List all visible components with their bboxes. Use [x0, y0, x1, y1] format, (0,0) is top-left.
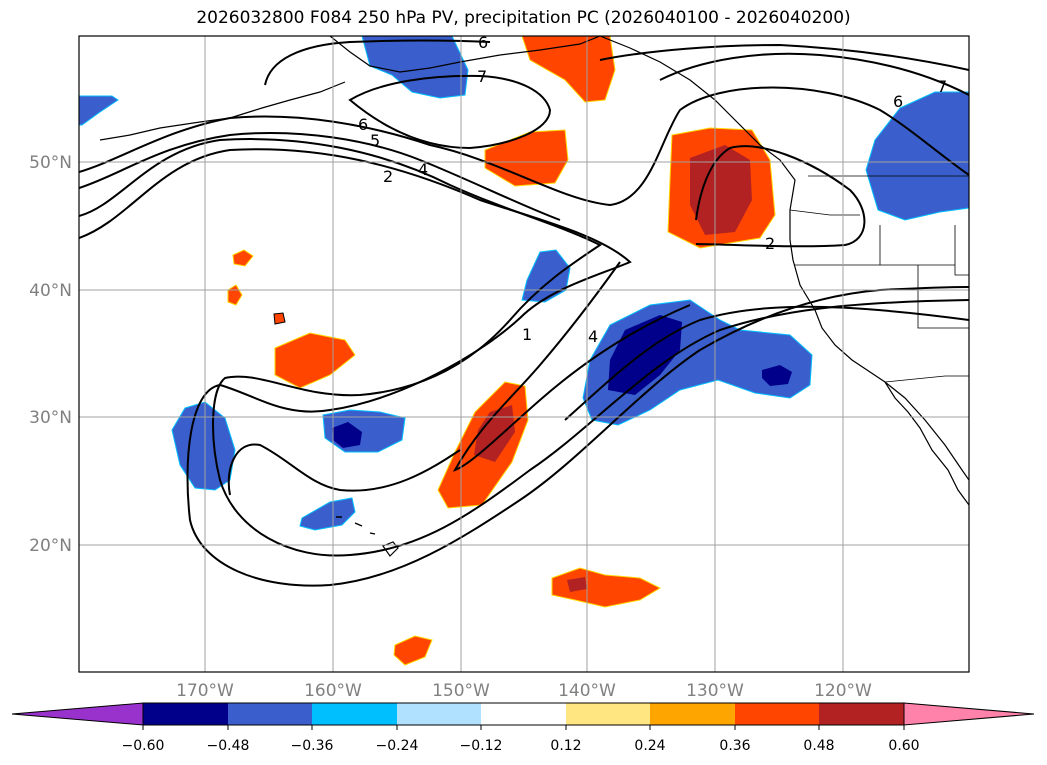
lat-label-30n: 30°N [29, 408, 72, 428]
lat-label-40n: 40°N [29, 281, 72, 301]
pv-contour-6-upper [79, 86, 969, 207]
pv-contour-4-jet [79, 138, 969, 557]
colorbar-tick-label: 0.12 [550, 738, 581, 754]
map-frame [78, 35, 970, 673]
contour-label: 2 [765, 234, 775, 253]
contour-label: 6 [358, 115, 368, 134]
precip-patch-north-pacific-positive [484, 129, 569, 187]
idaho-border [954, 225, 969, 276]
precip-patch-socal-core [762, 365, 792, 386]
lon-label-150w: 150°W [432, 681, 490, 701]
colorbar-frame [142, 702, 905, 726]
contour-label: 6 [478, 33, 488, 52]
pv-contour-6-alaska [264, 39, 491, 86]
map-background [79, 36, 969, 672]
lat-label-50n: 50°N [29, 153, 72, 173]
contour-label: 5 [370, 131, 380, 150]
pv-contour-7-northeast [659, 52, 969, 96]
contour-label: 2 [383, 167, 393, 186]
lon-label-160w: 160°W [304, 681, 362, 701]
lat-label-20n: 20°N [29, 536, 72, 556]
precip-patch-northeast-negative [865, 91, 969, 221]
precip-patch-west-edge-negative [79, 95, 119, 126]
lon-label-120w: 120°W [814, 681, 872, 701]
precip-patch-pnw-core [690, 145, 752, 235]
precip-patch-alaska-negative [361, 36, 469, 99]
mexico-border [884, 375, 969, 383]
graticule [79, 36, 969, 672]
precip-patch-central-pacific-positive [274, 332, 356, 389]
baja-california [884, 381, 969, 506]
colorbar-segment [566, 703, 650, 725]
precip-patch-hawaii-negative [299, 497, 356, 531]
pv-contour-inner-loop [564, 305, 969, 421]
precip-patch-california-offshore-core [608, 315, 682, 395]
colorbar-tick-label: 0.60 [888, 738, 919, 754]
colorbar-tick-label: −0.48 [207, 738, 250, 754]
nevada-border [879, 225, 969, 329]
colorbar-segment [650, 703, 735, 725]
precip-patch-gulf-of-alaska-positive [521, 36, 616, 103]
contour-label: 6 [893, 92, 903, 111]
precip-patch-small-1 [232, 249, 254, 267]
colorbar-extend-right [903, 702, 1035, 726]
colorbar-segment [481, 703, 566, 725]
precip-patch-southwest-positive [393, 635, 433, 666]
precip-patch-midpacific-negative [521, 249, 571, 303]
pv-contour-6-north [599, 43, 969, 71]
hawaii-islands [336, 516, 376, 535]
precip-patch-hawaii-north-core [332, 422, 362, 448]
hawaii-big-island [382, 541, 399, 557]
contour-label: 7 [477, 67, 487, 86]
map-title: 2026032800 F084 250 hPa PV, precipitatio… [196, 8, 851, 28]
colorbar-tick-label: −0.36 [291, 738, 334, 754]
colorbar-segment [228, 703, 312, 725]
contour-label: 1 [522, 325, 532, 344]
precip-patch-south-positive [551, 567, 662, 608]
pv-contour-2-pnw [695, 145, 866, 248]
contour-label: 7 [937, 77, 947, 96]
colorbar-tick-label: −0.12 [460, 738, 503, 754]
lon-label-170w: 170°W [176, 681, 234, 701]
colorbar-tick-label: −0.60 [122, 738, 165, 754]
contour-label: 4 [588, 327, 598, 346]
colorbar-segment [397, 703, 481, 725]
precip-patch-subtropical-core [474, 405, 515, 462]
lon-label-130w: 130°W [686, 681, 744, 701]
colorbar-ticks [142, 725, 905, 730]
precip-patch-small-3 [273, 312, 286, 325]
pv-contour-southwest-loop [227, 443, 461, 496]
colorbar: −0.60 −0.48 −0.36 −0.24 −0.12 0.12 0.24 … [11, 702, 1035, 754]
longitude-labels: 170°W 160°W 150°W 140°W 130°W 120°W [176, 681, 872, 701]
pv-contours [79, 39, 969, 587]
lon-label-140w: 140°W [558, 681, 616, 701]
political-borders [789, 175, 969, 383]
pv-contour-7-alaska [348, 74, 552, 150]
precip-positive-patches [227, 36, 776, 666]
colorbar-tick-label: 0.24 [634, 738, 665, 754]
alaska-coast [329, 36, 601, 73]
colorbar-tick-label: −0.24 [376, 738, 419, 754]
latitude-labels: 50°N 40°N 30°N 20°N [29, 153, 72, 556]
colorbar-tick-label: 0.48 [803, 738, 834, 754]
colorbar-segment [312, 703, 397, 725]
colorbar-segment [735, 703, 819, 725]
colorbar-tick-label: 0.36 [719, 738, 750, 754]
colorbar-segment [819, 703, 904, 725]
oregon-washington-border [789, 209, 860, 216]
colorbar-extend-left [11, 702, 144, 726]
pv-contour-4-inner [452, 261, 691, 472]
contour-label: 4 [418, 160, 428, 179]
colorbar-segment [143, 703, 228, 725]
contour-labels: 1 2 2 4 4 5 6 6 6 7 7 [358, 33, 947, 346]
precip-negative-patches [79, 36, 969, 531]
precip-patch-south-core [567, 577, 587, 592]
